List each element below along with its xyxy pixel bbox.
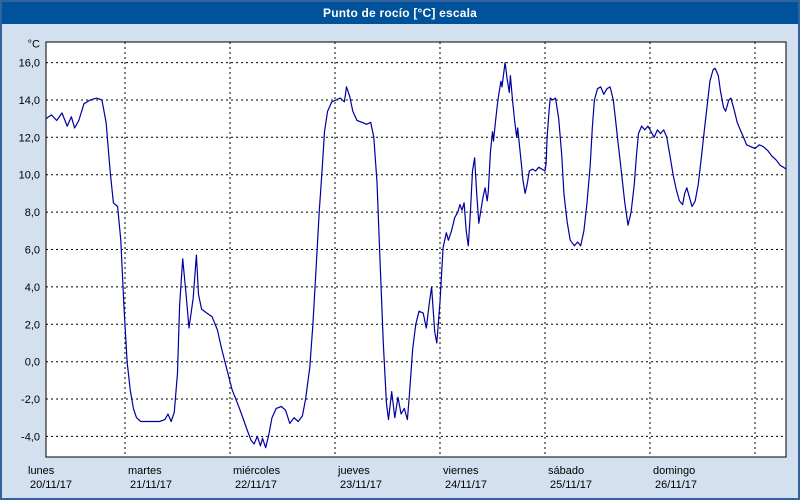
- x-date-label: 26/11/17: [655, 479, 697, 491]
- dew-point-line: [45, 61, 787, 449]
- x-day-label: jueves: [337, 465, 370, 477]
- x-date-label: 24/11/17: [445, 479, 487, 491]
- y-tick-label: 14,0: [19, 95, 40, 107]
- chart-panel: -4,0 -2,0 0,0 2,0 4,0 6,0 8,0 10,0 12,0 14,0 16,0 °…: [2, 24, 798, 498]
- x-date-label: 25/11/17: [550, 479, 592, 491]
- x-date-label: 22/11/17: [235, 479, 277, 491]
- y-tick-label: 8,0: [25, 207, 40, 219]
- y-tick-label: 4,0: [25, 282, 40, 294]
- x-day-label: domingo: [653, 465, 695, 477]
- x-day-label: lunes: [28, 465, 55, 477]
- y-tick-label: 12,0: [19, 132, 40, 144]
- title-bar: Punto de rocío [°C] escala: [2, 2, 798, 24]
- x-day-label: miércoles: [233, 465, 281, 477]
- x-date-label: 21/11/17: [130, 479, 172, 491]
- y-tick-label: 16,0: [19, 58, 40, 70]
- dew-point-chart: -4,0 -2,0 0,0 2,0 4,0 6,0 8,0 10,0 12,0 14,0 16,0 °…: [19, 39, 787, 491]
- x-date-label: 23/11/17: [340, 479, 382, 491]
- x-day-label: martes: [128, 465, 162, 477]
- y-tick-label: 6,0: [25, 245, 40, 257]
- y-tick-label: -2,0: [21, 394, 40, 406]
- y-tick-label: 2,0: [25, 319, 40, 331]
- x-day-label: sábado: [548, 465, 584, 477]
- x-date-label: 20/11/17: [30, 479, 72, 491]
- x-day-label: viernes: [443, 465, 479, 477]
- window-title: Punto de rocío [°C] escala: [322, 6, 478, 20]
- y-tick-label: 10,0: [19, 170, 40, 182]
- y-axis-unit-label: °C: [28, 39, 40, 51]
- y-tick-label: -4,0: [21, 431, 40, 443]
- plot-border: [45, 41, 787, 458]
- y-tick-label: 0,0: [25, 357, 40, 369]
